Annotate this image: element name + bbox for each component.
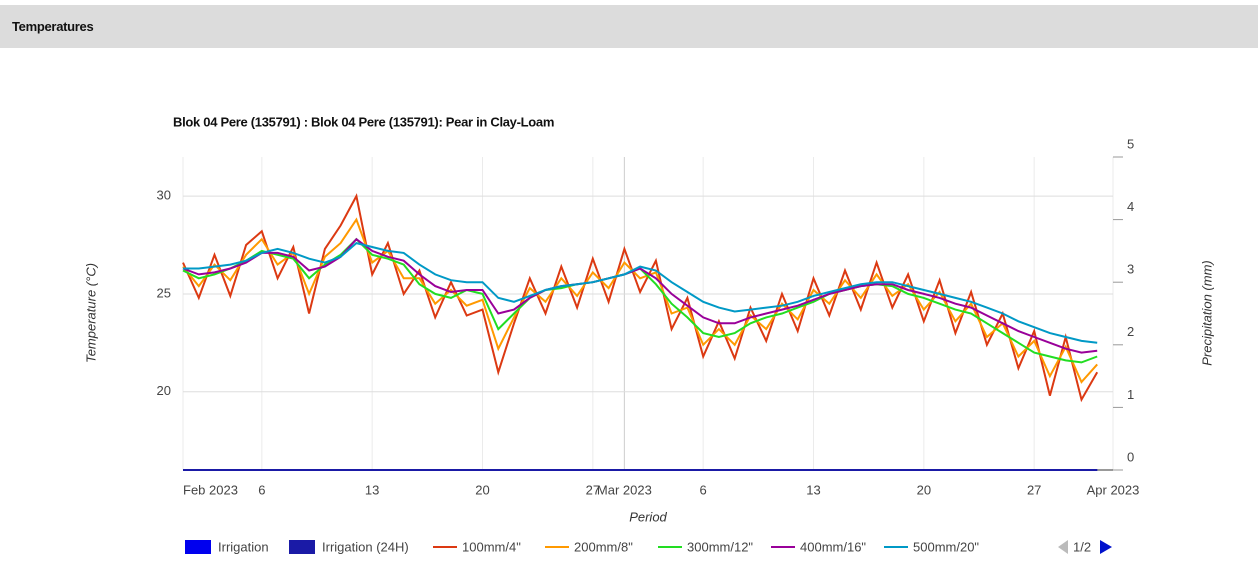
legend-prev[interactable] bbox=[1058, 540, 1068, 554]
y-tick-label: 30 bbox=[157, 188, 171, 203]
y2-tick-label: 5 bbox=[1127, 136, 1134, 151]
y2-tick-label: 1 bbox=[1127, 387, 1134, 402]
legend-label: Irrigation bbox=[218, 539, 269, 554]
legend-label: 400mm/16" bbox=[800, 539, 866, 554]
x-tick-label: 20 bbox=[475, 482, 489, 497]
x-tick-label: 13 bbox=[365, 482, 379, 497]
x-tick-label: Feb 2023 bbox=[183, 482, 238, 497]
series-line bbox=[182, 217, 1098, 384]
y-tick-label: 20 bbox=[157, 383, 171, 398]
legend-label: 200mm/8" bbox=[574, 539, 633, 554]
x-tick-label: 6 bbox=[700, 482, 707, 497]
legend-swatch bbox=[289, 540, 315, 554]
legend-label: 100mm/4" bbox=[462, 539, 521, 554]
y-axis-label: Temperature (°C) bbox=[83, 263, 98, 363]
section-header: Temperatures bbox=[0, 5, 1258, 48]
chart-title: Blok 04 Pere (135791) : Blok 04 Pere (13… bbox=[173, 114, 554, 129]
x-tick-label: 6 bbox=[258, 482, 265, 497]
y2-tick-label: 2 bbox=[1127, 324, 1134, 339]
x-tick-label: 20 bbox=[917, 482, 931, 497]
y2-tick-label: 0 bbox=[1127, 449, 1134, 464]
section-title: Temperatures bbox=[12, 19, 94, 34]
legend-swatch bbox=[185, 540, 211, 554]
x-axis-label: Period bbox=[629, 509, 667, 524]
series-line bbox=[182, 193, 1099, 403]
y2-tick-label: 3 bbox=[1127, 262, 1134, 277]
y2-tick-label: 4 bbox=[1127, 199, 1134, 214]
series-line bbox=[182, 237, 1098, 364]
legend-next[interactable] bbox=[1100, 540, 1112, 554]
legend-page: 1/2 bbox=[1073, 539, 1091, 554]
y-tick-label: 25 bbox=[157, 285, 171, 300]
x-tick-label: Mar 2023 bbox=[597, 482, 652, 497]
x-tick-label: 13 bbox=[806, 482, 820, 497]
y2-axis-label: Precipitation (mm) bbox=[1199, 260, 1214, 365]
x-tick-label: Apr 2023 bbox=[1087, 482, 1140, 497]
legend-label: Irrigation (24H) bbox=[322, 539, 409, 554]
legend-label: 500mm/20" bbox=[913, 539, 979, 554]
series-line bbox=[182, 237, 1098, 354]
x-tick-label: 27 bbox=[1027, 482, 1041, 497]
x-tick-label: 27 bbox=[586, 482, 600, 497]
legend-label: 300mm/12" bbox=[687, 539, 753, 554]
series-line bbox=[183, 242, 1098, 344]
